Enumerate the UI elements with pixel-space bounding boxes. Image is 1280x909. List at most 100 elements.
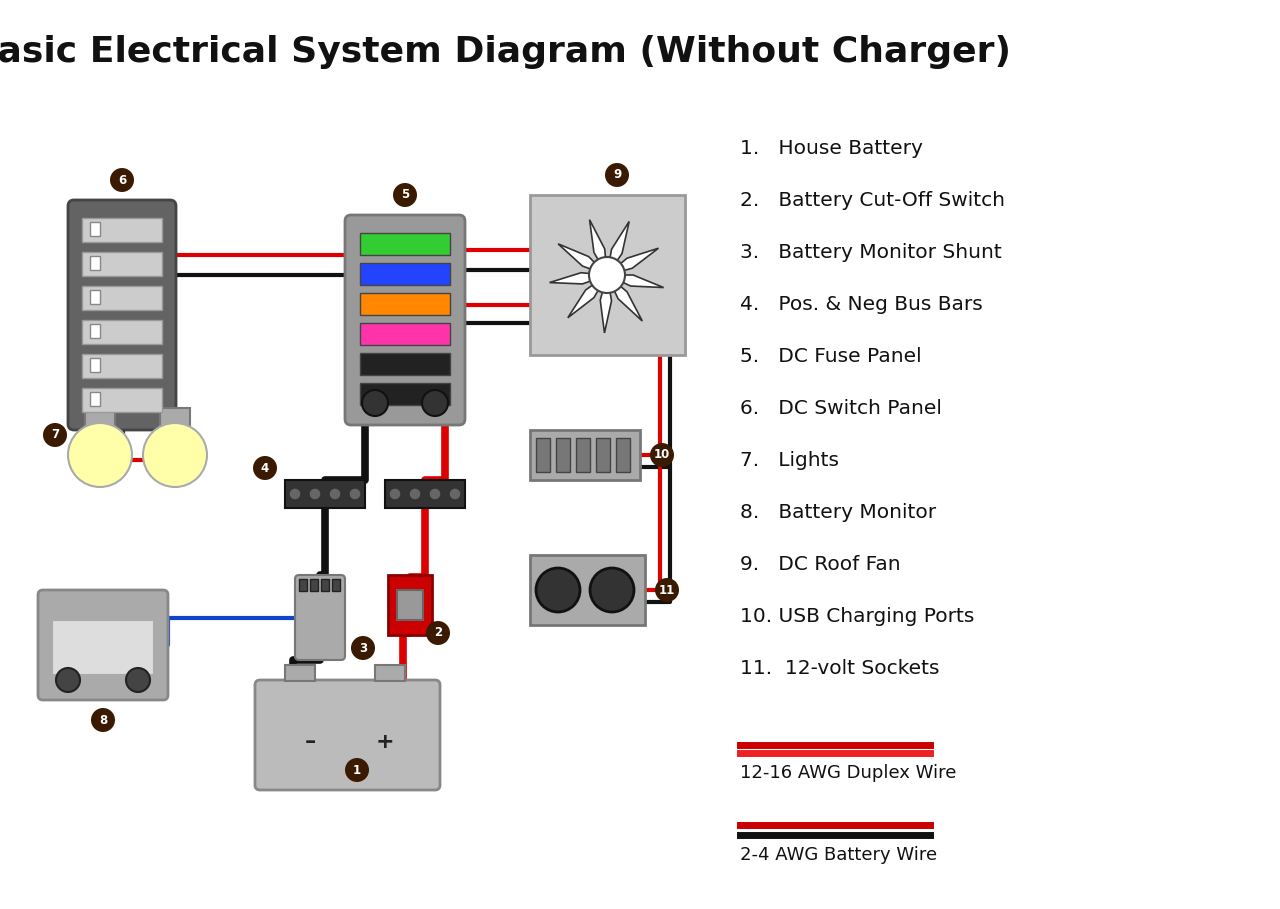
Circle shape xyxy=(351,636,375,660)
Polygon shape xyxy=(590,220,607,275)
Text: 2.   Battery Cut-Off Switch: 2. Battery Cut-Off Switch xyxy=(740,191,1005,209)
Text: 9.   DC Roof Fan: 9. DC Roof Fan xyxy=(740,554,901,574)
Text: 10. USB Charging Ports: 10. USB Charging Ports xyxy=(740,606,974,625)
Bar xyxy=(388,575,433,635)
Bar xyxy=(52,620,154,675)
Polygon shape xyxy=(607,248,658,275)
Circle shape xyxy=(125,668,150,692)
Text: 4.   Pos. & Neg Bus Bars: 4. Pos. & Neg Bus Bars xyxy=(740,295,983,314)
Circle shape xyxy=(110,168,134,192)
Bar xyxy=(285,665,315,681)
Circle shape xyxy=(253,456,276,480)
Text: 11.  12-volt Sockets: 11. 12-volt Sockets xyxy=(740,658,940,677)
Text: 12-16 AWG Duplex Wire: 12-16 AWG Duplex Wire xyxy=(740,764,956,782)
Bar xyxy=(160,408,189,428)
Bar xyxy=(90,358,100,372)
Bar xyxy=(360,293,451,315)
Polygon shape xyxy=(607,275,663,287)
Bar xyxy=(616,438,630,472)
Circle shape xyxy=(449,488,461,500)
FancyBboxPatch shape xyxy=(68,200,177,430)
Text: 4: 4 xyxy=(261,462,269,474)
Bar xyxy=(576,438,590,472)
Bar xyxy=(360,233,451,255)
Bar xyxy=(90,256,100,270)
Circle shape xyxy=(44,423,67,447)
Bar xyxy=(310,579,317,591)
Text: 8.   Battery Monitor: 8. Battery Monitor xyxy=(740,503,936,522)
Circle shape xyxy=(422,390,448,416)
Circle shape xyxy=(410,488,421,500)
Text: 2: 2 xyxy=(434,626,442,640)
Bar xyxy=(285,480,365,508)
FancyBboxPatch shape xyxy=(346,215,465,425)
Bar xyxy=(596,438,611,472)
Text: 6.   DC Switch Panel: 6. DC Switch Panel xyxy=(740,398,942,417)
Bar xyxy=(556,438,570,472)
Polygon shape xyxy=(600,275,612,333)
Bar xyxy=(84,408,115,428)
Bar xyxy=(90,222,100,236)
Polygon shape xyxy=(607,275,643,321)
Circle shape xyxy=(349,488,361,500)
Text: 2-4 AWG Battery Wire: 2-4 AWG Battery Wire xyxy=(740,846,937,864)
Bar xyxy=(82,320,163,344)
FancyBboxPatch shape xyxy=(38,590,168,700)
Bar xyxy=(360,383,451,405)
Polygon shape xyxy=(607,222,630,275)
Bar xyxy=(530,195,685,355)
Text: 11: 11 xyxy=(659,584,675,596)
Circle shape xyxy=(68,423,132,487)
Circle shape xyxy=(289,488,301,500)
Bar xyxy=(82,286,163,310)
Circle shape xyxy=(362,390,388,416)
Text: 6: 6 xyxy=(118,174,127,186)
Circle shape xyxy=(389,488,401,500)
Bar xyxy=(360,263,451,285)
Bar xyxy=(90,324,100,338)
Circle shape xyxy=(589,257,625,293)
Bar xyxy=(397,590,422,620)
Circle shape xyxy=(536,568,580,612)
Text: 3: 3 xyxy=(358,642,367,654)
Bar xyxy=(360,353,451,375)
Text: 10: 10 xyxy=(654,448,671,462)
Circle shape xyxy=(650,443,675,467)
Text: 1.   House Battery: 1. House Battery xyxy=(740,138,923,157)
Bar xyxy=(82,354,163,378)
Circle shape xyxy=(143,423,207,487)
Bar xyxy=(300,579,307,591)
Bar xyxy=(321,579,329,591)
Circle shape xyxy=(346,758,369,782)
Circle shape xyxy=(91,708,115,732)
Circle shape xyxy=(329,488,340,500)
Bar xyxy=(90,392,100,406)
Bar xyxy=(82,388,163,412)
Bar xyxy=(530,555,645,625)
FancyBboxPatch shape xyxy=(255,680,440,790)
FancyBboxPatch shape xyxy=(294,575,346,660)
Bar xyxy=(385,480,465,508)
Bar xyxy=(332,579,340,591)
Text: +: + xyxy=(376,732,394,752)
Text: 7: 7 xyxy=(51,428,59,442)
Circle shape xyxy=(56,668,79,692)
Polygon shape xyxy=(558,244,607,275)
Circle shape xyxy=(308,488,321,500)
Text: 3.   Battery Monitor Shunt: 3. Battery Monitor Shunt xyxy=(740,243,1002,262)
Bar xyxy=(360,323,451,345)
Circle shape xyxy=(655,578,678,602)
Polygon shape xyxy=(549,273,607,284)
Circle shape xyxy=(590,568,634,612)
Bar xyxy=(82,252,163,276)
Text: 8: 8 xyxy=(99,714,108,726)
Polygon shape xyxy=(568,275,607,318)
Circle shape xyxy=(605,163,628,187)
Text: 7.   Lights: 7. Lights xyxy=(740,451,838,470)
Circle shape xyxy=(429,488,442,500)
Bar xyxy=(530,430,640,480)
Text: –: – xyxy=(305,732,316,752)
Text: 1: 1 xyxy=(353,764,361,776)
Bar xyxy=(82,218,163,242)
Text: Basic Electrical System Diagram (Without Charger): Basic Electrical System Diagram (Without… xyxy=(0,35,1010,69)
